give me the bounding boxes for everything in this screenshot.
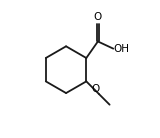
Text: O: O [92,84,100,94]
Text: O: O [94,12,102,22]
Text: OH: OH [114,44,130,54]
